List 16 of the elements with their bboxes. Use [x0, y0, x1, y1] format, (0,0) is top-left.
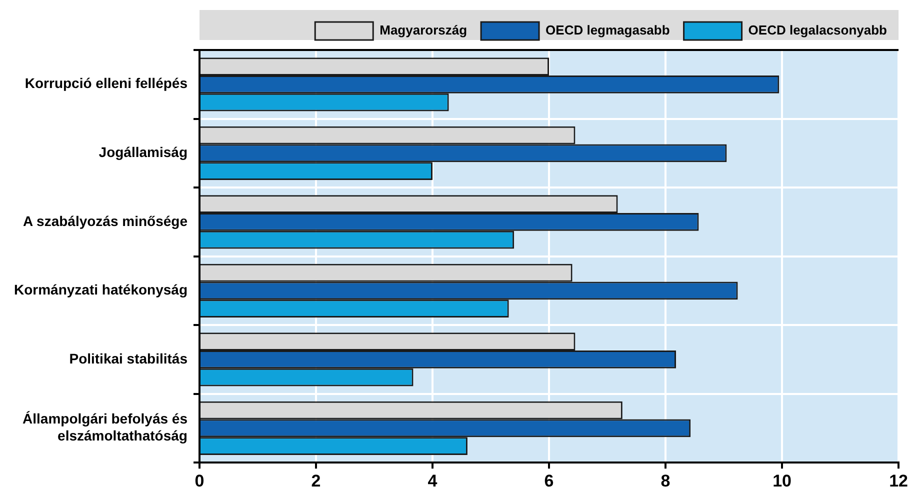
x-tick-label: 8 [660, 471, 670, 490]
x-tick-label: 6 [544, 471, 554, 490]
x-tick-label: 10 [772, 471, 792, 490]
y-tick-label: Politikai stabilitás [69, 350, 188, 366]
legend-label: OECD legalacsonyabb [748, 22, 888, 38]
x-tick-label: 12 [889, 471, 908, 490]
x-tick-label: 2 [311, 471, 321, 490]
y-tick-label: Kormányzati hatékonyság [14, 282, 188, 298]
legend-label: OECD legmagasabb [546, 22, 670, 38]
y-tick-label: A szabályozás minősége [23, 212, 188, 229]
x-tick-label: 0 [194, 471, 204, 490]
y-tick-label: Állampolgári befolyás és elszámoltathatóság [22, 410, 188, 444]
x-tick-label: 4 [428, 471, 438, 490]
y-tick-label: Korrupció elleni fellépés [24, 75, 188, 92]
y-tick-label: Jogállamiság [98, 144, 188, 160]
legend-label: Magyarország [380, 22, 468, 38]
